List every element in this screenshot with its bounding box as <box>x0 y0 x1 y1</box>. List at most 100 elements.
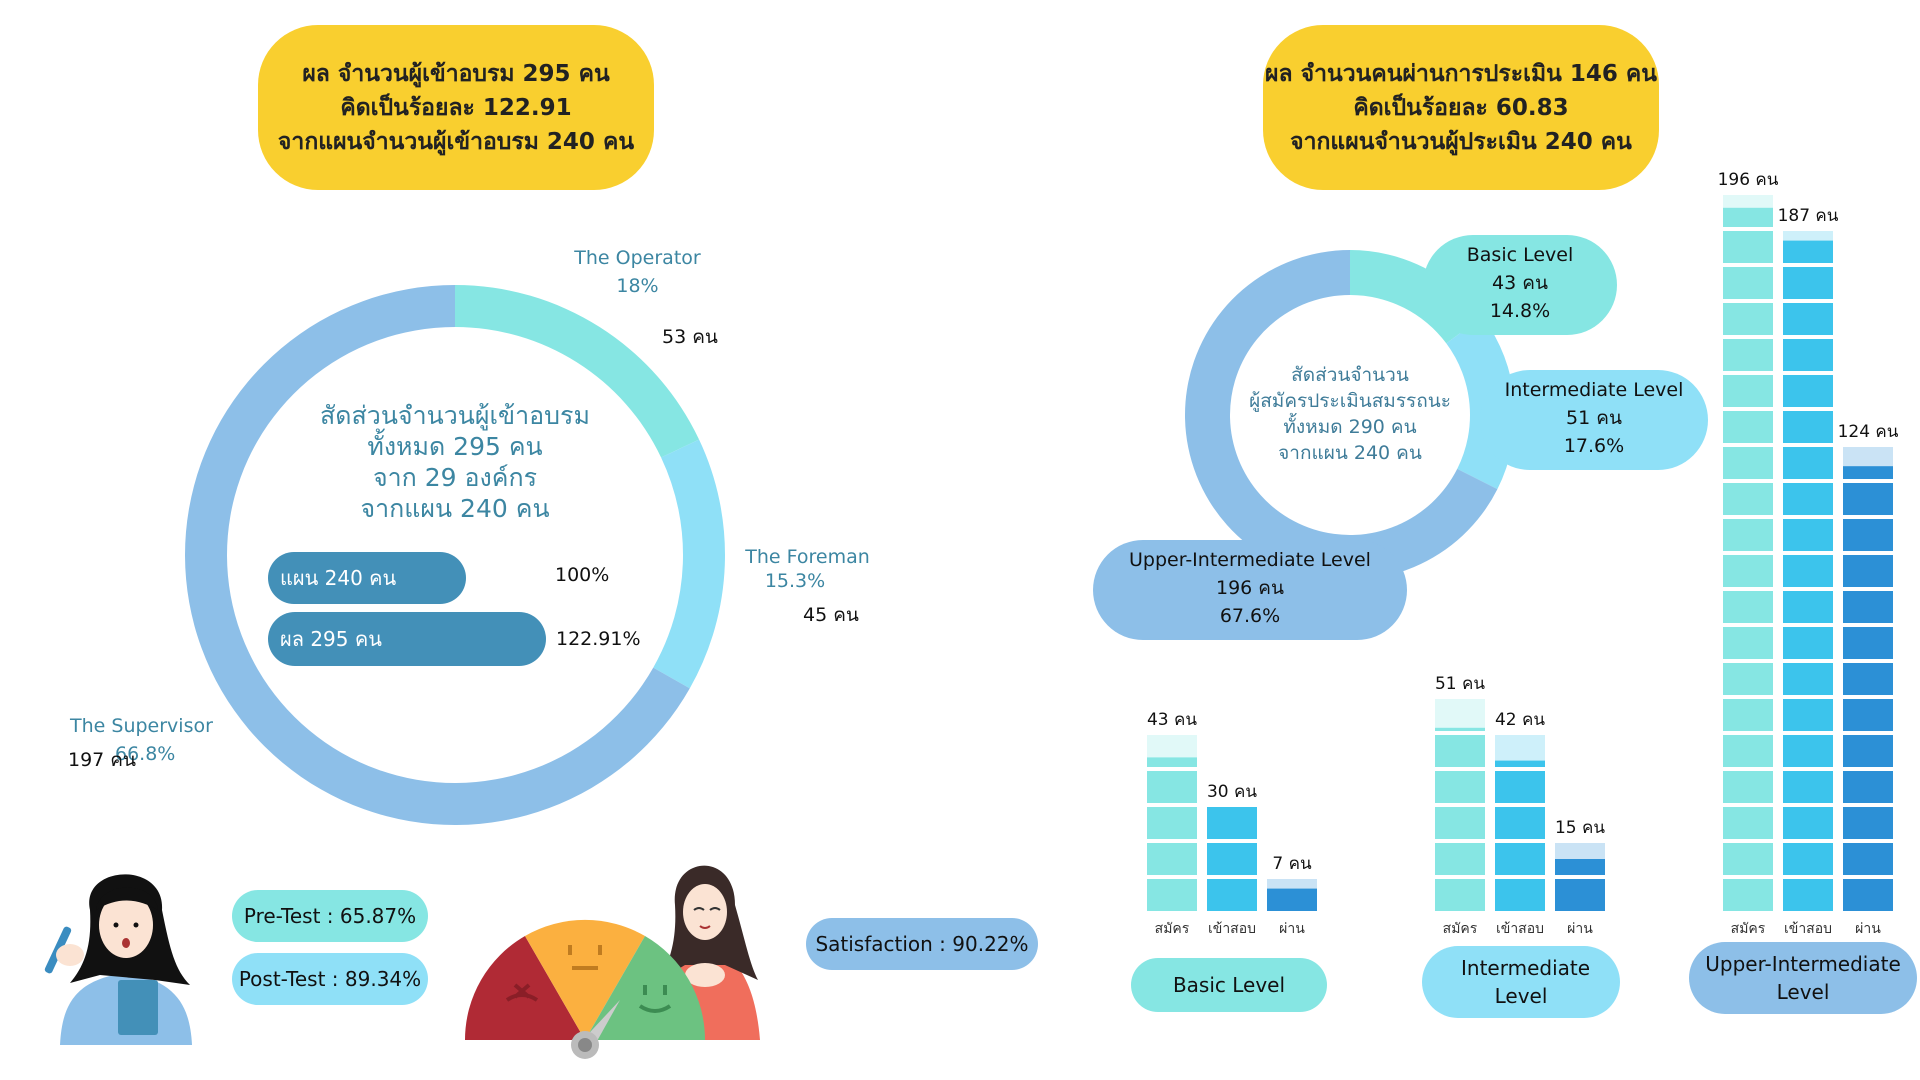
bar-2-1-partial-fill <box>1435 727 1485 731</box>
bar-3-2-block-7 <box>1783 663 1833 695</box>
bar-2-1-partial-bg <box>1435 699 1485 731</box>
supervisor-pct: 66.8% <box>115 743 176 765</box>
upper-callout-name: Upper-Intermediate Level <box>1129 549 1371 571</box>
bar-1-2-value-label: 30 คน <box>1207 782 1257 802</box>
basic-callout-count: 43 คน <box>1492 272 1548 294</box>
assessment-center-line-4: จากแผน 240 คน <box>1278 442 1422 464</box>
supervisor-count: 197 คน <box>68 749 137 771</box>
bar-3-2-block-14 <box>1783 411 1833 443</box>
assessment-donut-center-text: สัดส่วนจำนวน ผู้สมัครประเมินสมรรถนะ ทั้ง… <box>1235 362 1465 466</box>
bar-3-1-value-label: 196 คน <box>1718 170 1779 190</box>
bar-3-1-block-19 <box>1723 231 1773 263</box>
operator-name: The Operator <box>574 247 701 269</box>
foreman-pct: 15.3% <box>764 570 826 592</box>
bar-3-2-block-18 <box>1783 267 1833 299</box>
bar-1-2-block-2 <box>1207 843 1257 875</box>
basic-callout-name: Basic Level <box>1466 244 1574 266</box>
bar-3-1-block-6 <box>1723 699 1773 731</box>
bar-3-2-block-13 <box>1783 447 1833 479</box>
trainee-center-line-4: จากแผน 240 คน <box>360 494 550 523</box>
pretest-pill: Pre-Test : 65.87% <box>232 890 428 942</box>
intermediate-callout-count: 51 คน <box>1566 407 1622 429</box>
bar-3-3-value-label: 124 คน <box>1838 422 1899 442</box>
supervisor-name: The Supervisor <box>70 715 213 737</box>
bar-3-1-block-7 <box>1723 663 1773 695</box>
bar-3-1-block-2 <box>1723 843 1773 875</box>
upper-callout-pct: 67.6% <box>1219 605 1281 627</box>
bar-3-1-block-12 <box>1723 483 1773 515</box>
bar-1-2-block-1 <box>1207 879 1257 911</box>
satisfaction-gauge-illustration <box>464 865 760 1059</box>
bar-3-3-block-7 <box>1843 663 1893 695</box>
left-headline-box: ผล จำนวนผู้เข้าอบรม 295 คน คิดเป็นร้อยละ… <box>258 25 654 190</box>
bar-3-2-block-11 <box>1783 519 1833 551</box>
operator-pct: 18% <box>616 275 659 297</box>
bar-2-2-block-1 <box>1495 879 1545 911</box>
bar-3-1-block-17 <box>1723 303 1773 335</box>
bar-3-2-block-6 <box>1783 699 1833 731</box>
bar-2-2-category-label: เข้าสอบ <box>1496 921 1544 937</box>
bar-1-3-category-label: ผ่าน <box>1279 921 1305 937</box>
supervisor-label: The Supervisor 66.8% <box>70 712 240 768</box>
left-headline-line-2: คิดเป็นร้อยละ 122.91 <box>340 94 572 121</box>
bar-2-2-partial-fill <box>1495 760 1545 767</box>
bar-3-3-block-3 <box>1843 807 1893 839</box>
foreman-label: The Foreman 15.3% <box>735 545 880 593</box>
bar-2-1-block-5 <box>1435 735 1485 767</box>
right-headline-line-2: คิดเป็นร้อยละ 60.83 <box>1353 94 1569 121</box>
bar-2-1-block-1 <box>1435 879 1485 911</box>
left-headline-line-3: จากแผนจำนวนผู้เข้าอบรม 240 คน <box>277 128 635 155</box>
bar-3-2-block-2 <box>1783 843 1833 875</box>
foreman-count: 45 คน <box>803 604 859 626</box>
bar-3-1-block-13 <box>1723 447 1773 479</box>
assessment-center-line-2: ผู้สมัครประเมินสมรรถนะ <box>1249 390 1451 412</box>
plan-pill-label: แผน 240 คน <box>280 566 397 590</box>
trainee-center-line-2: ทั้งหมด 295 คน <box>367 432 543 461</box>
posttest-label: Post-Test : 89.34% <box>238 967 422 991</box>
bar-3-1-block-15 <box>1723 375 1773 407</box>
basic-level-callout: Basic Level 43 คน 14.8% <box>1423 235 1617 335</box>
bar-3-1-block-8 <box>1723 627 1773 659</box>
bar-1-3-partial-fill <box>1267 888 1317 911</box>
right-headline-box: ผล จำนวนคนผ่านการประเมิน 146 คน คิดเป็นร… <box>1263 25 1659 190</box>
upper-callout-count: 196 คน <box>1215 577 1284 599</box>
upper-level-callout: Upper-Intermediate Level 196 คน 67.6% <box>1093 540 1407 640</box>
assessment-center-line-1: สัดส่วนจำนวน <box>1291 364 1409 386</box>
trainee-center-line-1: สัดส่วนจำนวนผู้เข้าอบรม <box>320 401 590 430</box>
bar-3-2-block-5 <box>1783 735 1833 767</box>
group-label-intermediate-text: Intermediate Level <box>1461 956 1591 1008</box>
intermediate-callout-pct: 17.6% <box>1563 435 1625 457</box>
basic-callout-pct: 14.8% <box>1489 300 1551 322</box>
result-pill-label: ผล 295 คน <box>280 627 382 651</box>
bar-1-1-block-1 <box>1147 879 1197 911</box>
bar-2-2-block-2 <box>1495 843 1545 875</box>
bar-3-1-category-label: สมัคร <box>1731 921 1766 937</box>
bar-3-1-block-1 <box>1723 879 1773 911</box>
bar-3-2-value-label: 187 คน <box>1778 206 1839 226</box>
bar-3-1-block-9 <box>1723 591 1773 623</box>
bar-1-1-partial-fill <box>1147 757 1197 767</box>
bar-3-2-block-8 <box>1783 627 1833 659</box>
bar-3-2-block-3 <box>1783 807 1833 839</box>
bar-3-2-block-9 <box>1783 591 1833 623</box>
bar-3-1-block-16 <box>1723 339 1773 371</box>
plan-pill: แผน 240 คน <box>268 552 466 604</box>
bar-1-2-category-label: เข้าสอบ <box>1208 921 1256 937</box>
group-label-upper: Upper-Intermediate Level <box>1689 942 1917 1014</box>
bar-2-2-block-4 <box>1495 771 1545 803</box>
bar-1-1-category-label: สมัคร <box>1155 921 1190 937</box>
bar-1-1-block-4 <box>1147 771 1197 803</box>
intermediate-level-callout: Intermediate Level 51 คน 17.6% <box>1480 370 1708 470</box>
bar-2-1-block-3 <box>1435 807 1485 839</box>
bar-3-3-block-2 <box>1843 843 1893 875</box>
bar-1-1-value-label: 43 คน <box>1147 710 1197 730</box>
bar-1-1-block-3 <box>1147 807 1197 839</box>
student-illustration <box>44 874 192 1045</box>
bar-3-2-block-17 <box>1783 303 1833 335</box>
bar-3-3-block-8 <box>1843 627 1893 659</box>
bar-2-3-value-label: 15 คน <box>1555 818 1605 838</box>
bar-3-1-block-5 <box>1723 735 1773 767</box>
bar-3-1-block-18 <box>1723 267 1773 299</box>
bar-1-3-value-label: 7 คน <box>1272 854 1312 874</box>
bar-3-3-partial-fill <box>1843 466 1893 479</box>
